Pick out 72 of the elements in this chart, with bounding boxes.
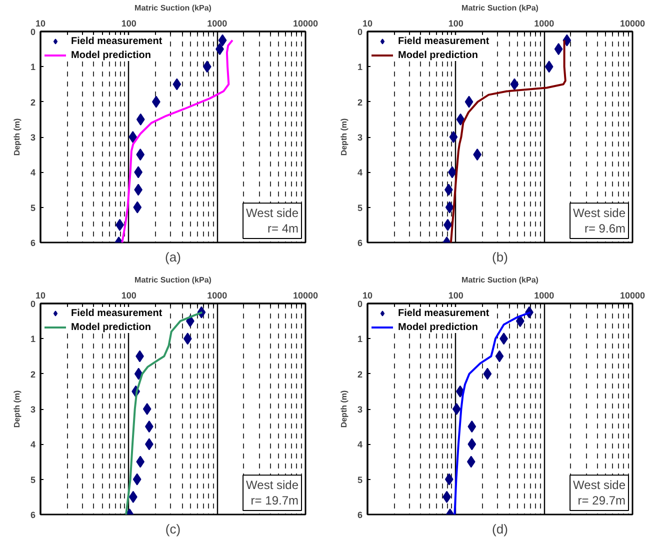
y-tick-label: 3 [30, 404, 36, 414]
y-tick-label: 5 [30, 202, 36, 213]
x-tick-label: 10000 [292, 18, 318, 28]
y-tick-label: 5 [357, 202, 363, 213]
y-tick-label: 6 [357, 238, 363, 248]
legend-label: Field measurement [398, 307, 490, 319]
y-tick-label: 0 [357, 27, 363, 37]
x-tick-label: 1000 [207, 18, 228, 28]
annotation: West side [573, 478, 626, 492]
y-tick-label: 1 [357, 334, 363, 344]
text: (b) [492, 250, 508, 264]
y-tick-label: 4 [357, 168, 363, 178]
x-tick-label: 1000 [207, 290, 228, 300]
y-tick-label: 1 [357, 62, 363, 72]
legend-label: Field measurement [71, 35, 162, 47]
y-tick-label: 5 [357, 474, 363, 485]
y-tick-label: 2 [357, 369, 363, 380]
legend-label: Model prediction [71, 321, 151, 333]
y-tick-label: 4 [30, 440, 36, 450]
y-tick-label: 6 [30, 238, 36, 248]
y-tick-label: 2 [30, 97, 36, 108]
x-tick-label: 10 [362, 18, 373, 28]
y-axis-title: Depth (m) [339, 390, 348, 428]
x-tick-label: 100 [448, 290, 464, 300]
x-tick-label: 10 [35, 18, 46, 28]
y-tick-label: 0 [30, 299, 36, 309]
x-axis-title: Matric Suction (kPa) [134, 4, 212, 12]
y-tick-label: 4 [357, 440, 363, 450]
y-tick-label: 3 [30, 132, 36, 142]
y-tick-label: 1 [30, 62, 36, 72]
text: (c) [165, 522, 181, 536]
annotation: r= 29.7m [578, 494, 626, 508]
annotation: West side [246, 206, 299, 220]
legend-label: Field measurement [398, 35, 490, 47]
text: (a) [165, 250, 181, 264]
annotation: r= 4m [267, 222, 299, 236]
legend-label: Model prediction [71, 49, 151, 61]
y-axis-title: Depth (m) [339, 118, 348, 156]
y-tick-label: 0 [30, 27, 36, 37]
x-tick-label: 100 [121, 290, 136, 300]
x-tick-label: 100 [448, 18, 464, 28]
legend-label: Model prediction [398, 49, 478, 61]
legend-label: Field measurement [71, 307, 162, 319]
x-tick-label: 10000 [292, 290, 318, 300]
x-axis-title: Matric Suction (kPa) [462, 276, 539, 284]
y-tick-label: 4 [30, 168, 36, 178]
text: (d) [492, 522, 508, 536]
y-axis-title: Depth (m) [12, 118, 22, 156]
y-tick-label: 1 [30, 334, 36, 344]
x-tick-label: 10000 [620, 290, 646, 300]
x-tick-label: 100 [121, 18, 136, 28]
x-tick-label: 10 [362, 290, 373, 300]
x-tick-label: 1000 [534, 290, 554, 300]
y-tick-label: 2 [357, 97, 363, 108]
y-tick-label: 5 [30, 474, 36, 485]
y-tick-label: 6 [357, 510, 363, 520]
x-tick-label: 10000 [620, 18, 646, 28]
x-axis-title: Matric Suction (kPa) [134, 276, 212, 284]
y-tick-label: 0 [357, 299, 363, 309]
y-tick-label: 2 [30, 369, 36, 380]
annotation: r= 19.7m [250, 494, 299, 508]
y-tick-label: 3 [357, 404, 363, 414]
annotation: r= 9.6m [584, 222, 626, 236]
x-tick-label: 1000 [534, 18, 554, 28]
legend-label: Model prediction [398, 321, 478, 333]
annotation: West side [573, 206, 626, 220]
y-tick-label: 6 [30, 510, 36, 520]
y-tick-label: 3 [357, 132, 363, 142]
annotation: West side [246, 478, 299, 492]
x-axis-title: Matric Suction (kPa) [462, 4, 539, 12]
y-axis-title: Depth (m) [12, 390, 22, 428]
x-tick-label: 10 [35, 290, 46, 300]
